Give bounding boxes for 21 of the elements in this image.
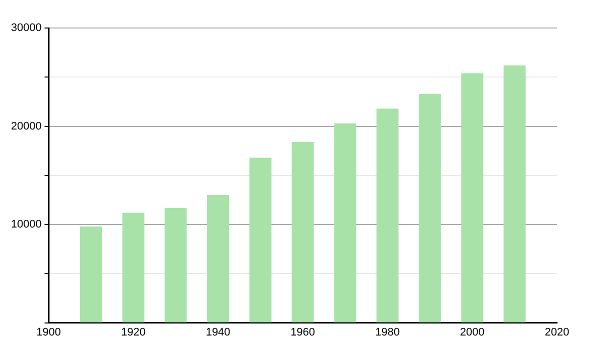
y-tick-label: 30000 (10, 22, 42, 34)
x-tick-label: 1920 (121, 326, 146, 338)
bar (418, 94, 441, 322)
bar (122, 212, 144, 322)
bar (207, 195, 230, 322)
x-tick-label: 1940 (206, 326, 230, 338)
x-tick-label: 2020 (544, 326, 570, 338)
bar (80, 226, 102, 322)
bar (461, 73, 484, 322)
bar (334, 123, 356, 322)
x-tick-label: 1960 (290, 326, 316, 338)
bar (249, 158, 272, 322)
x-tick-label: 2000 (460, 326, 485, 338)
bar (292, 142, 314, 322)
x-tick-label: 1900 (36, 326, 61, 338)
bar (164, 208, 187, 322)
bar (376, 108, 399, 322)
bar (504, 65, 526, 322)
y-tick-label: 10000 (10, 218, 42, 231)
x-tick-label: 1980 (375, 326, 400, 338)
y-tick-label: 20000 (10, 120, 42, 132)
